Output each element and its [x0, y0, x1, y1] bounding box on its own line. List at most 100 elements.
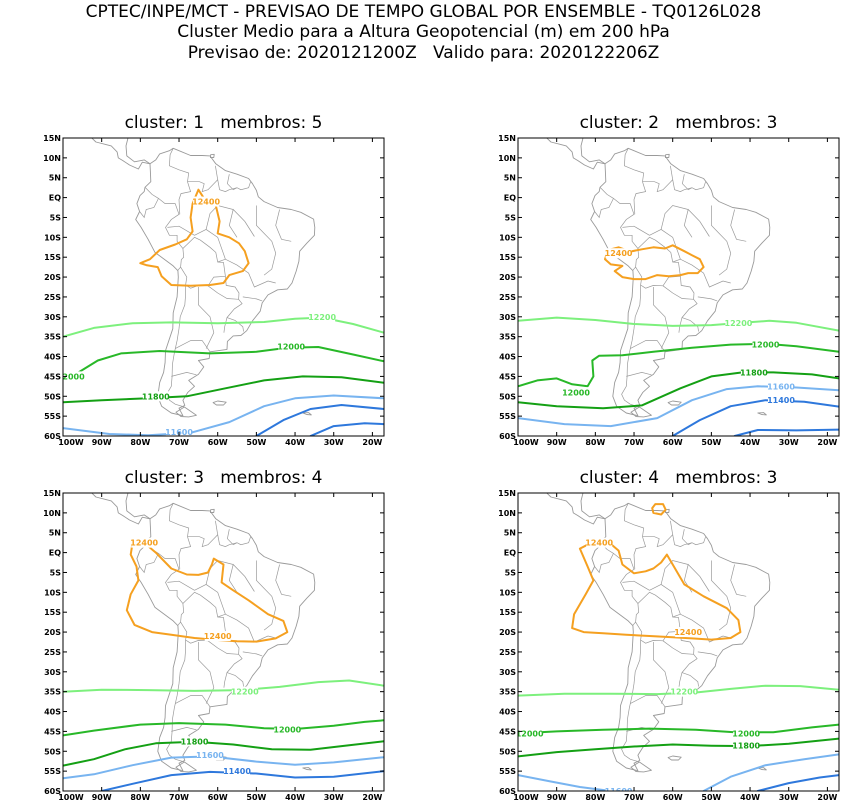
country-border — [681, 672, 699, 687]
country-border — [275, 564, 292, 597]
lon-label: 80W — [585, 793, 605, 802]
country-border — [622, 225, 650, 236]
country-border — [683, 563, 710, 593]
island-outline — [630, 761, 652, 773]
contour-label: 11800 — [181, 737, 209, 746]
country-border — [599, 187, 640, 271]
central-america-coastline — [546, 493, 606, 525]
country-border — [672, 613, 731, 643]
contour-line-11800 — [63, 740, 384, 767]
country-border — [649, 583, 681, 615]
lon-label: 60W — [663, 793, 683, 802]
caribbean-coastline — [125, 493, 151, 520]
country-border — [226, 672, 244, 687]
country-border — [207, 276, 240, 300]
lat-label: EQ — [504, 549, 516, 558]
lat-label: EQ — [49, 194, 61, 203]
lat-label: 10S — [499, 233, 516, 242]
contour-label: 12000 — [277, 343, 305, 352]
country-border — [139, 553, 159, 574]
country-border — [711, 205, 732, 276]
country-border — [635, 266, 681, 289]
country-border — [171, 727, 197, 732]
contour-line-12400 — [571, 539, 742, 641]
lat-label: 30S — [44, 313, 61, 322]
lat-label: 20S — [499, 628, 516, 637]
lon-label: 40W — [285, 438, 305, 447]
country-border — [187, 165, 219, 193]
contour-label: 12000 — [732, 729, 760, 738]
lat-label: 15N — [498, 134, 516, 143]
lon-label: 70W — [624, 793, 644, 802]
lon-label: 20W — [817, 793, 837, 802]
country-border — [642, 520, 674, 548]
country-border — [624, 503, 647, 570]
contour-label-bg — [309, 311, 336, 322]
lat-label: 40S — [499, 708, 516, 717]
lat-label: 60S — [499, 432, 516, 441]
country-border — [187, 520, 219, 548]
lat-label: 10N — [43, 509, 61, 518]
contour-label-bg — [231, 686, 258, 697]
country-border — [182, 591, 226, 632]
contour-label: 12000 — [57, 372, 85, 381]
lat-label: 35S — [44, 688, 61, 697]
lon-label: 90W — [547, 438, 567, 447]
map-frame — [62, 492, 385, 792]
contour-label: 12200 — [725, 319, 753, 328]
lat-label: 10N — [43, 154, 61, 163]
country-border — [697, 651, 718, 657]
lon-label: 40W — [740, 793, 760, 802]
country-border — [672, 534, 706, 547]
panel-title: cluster: 1 membros: 5 — [124, 113, 323, 133]
contour-label: 12000 — [562, 388, 590, 397]
lat-label: EQ — [49, 549, 61, 558]
lat-label: 25S — [44, 293, 61, 302]
country-border — [217, 534, 251, 547]
lon-label: 100W — [58, 793, 84, 802]
country-border — [624, 148, 647, 215]
lon-label: 70W — [169, 438, 189, 447]
lon-label: 30W — [779, 438, 799, 447]
contour-label: 12000 — [273, 725, 301, 734]
country-border — [622, 580, 650, 591]
island-outline — [302, 412, 312, 416]
country-border — [198, 287, 215, 349]
contour-label: 12400 — [204, 632, 232, 641]
island-outline — [175, 761, 197, 773]
country-border — [180, 266, 226, 289]
lat-label: 15S — [44, 608, 61, 617]
contour-label-bg — [142, 391, 169, 402]
cluster-map-1: 12400122001200012000118001160015N10N5NEQ… — [43, 134, 385, 447]
contour-line-11400 — [309, 422, 384, 436]
lat-label: 10S — [44, 233, 61, 242]
lat-label: 15S — [499, 608, 516, 617]
island-outline — [757, 412, 767, 416]
country-border — [242, 651, 263, 657]
contour-line-12400 — [139, 188, 250, 287]
cluster-map-3: 12400 12400 12200 12000 11800 11600 11400 15N 10… — [43, 489, 385, 802]
lat-label: 5S — [50, 213, 62, 222]
lat-label: 15N — [43, 489, 61, 498]
country-border — [678, 654, 698, 688]
lat-label: 40S — [499, 353, 516, 362]
country-border — [672, 258, 731, 288]
contour-line-12400 — [125, 541, 289, 643]
country-border — [630, 695, 666, 708]
contour-label-bg — [752, 339, 779, 350]
contour-line-12000 — [63, 346, 384, 378]
lat-label: 55S — [499, 767, 516, 776]
africa-coastline — [838, 494, 839, 497]
country-border — [167, 580, 195, 591]
lon-label: 60W — [663, 438, 683, 447]
country-border — [683, 208, 710, 238]
lat-label: 45S — [499, 372, 516, 381]
country-border — [166, 640, 186, 763]
south-america-coastline — [135, 147, 316, 417]
country-border — [662, 631, 695, 655]
lon-label: 80W — [130, 793, 150, 802]
contour-label-bg — [196, 750, 223, 761]
country-border — [169, 148, 192, 215]
contour-label: 11600 — [605, 787, 633, 796]
country-border — [594, 198, 614, 219]
